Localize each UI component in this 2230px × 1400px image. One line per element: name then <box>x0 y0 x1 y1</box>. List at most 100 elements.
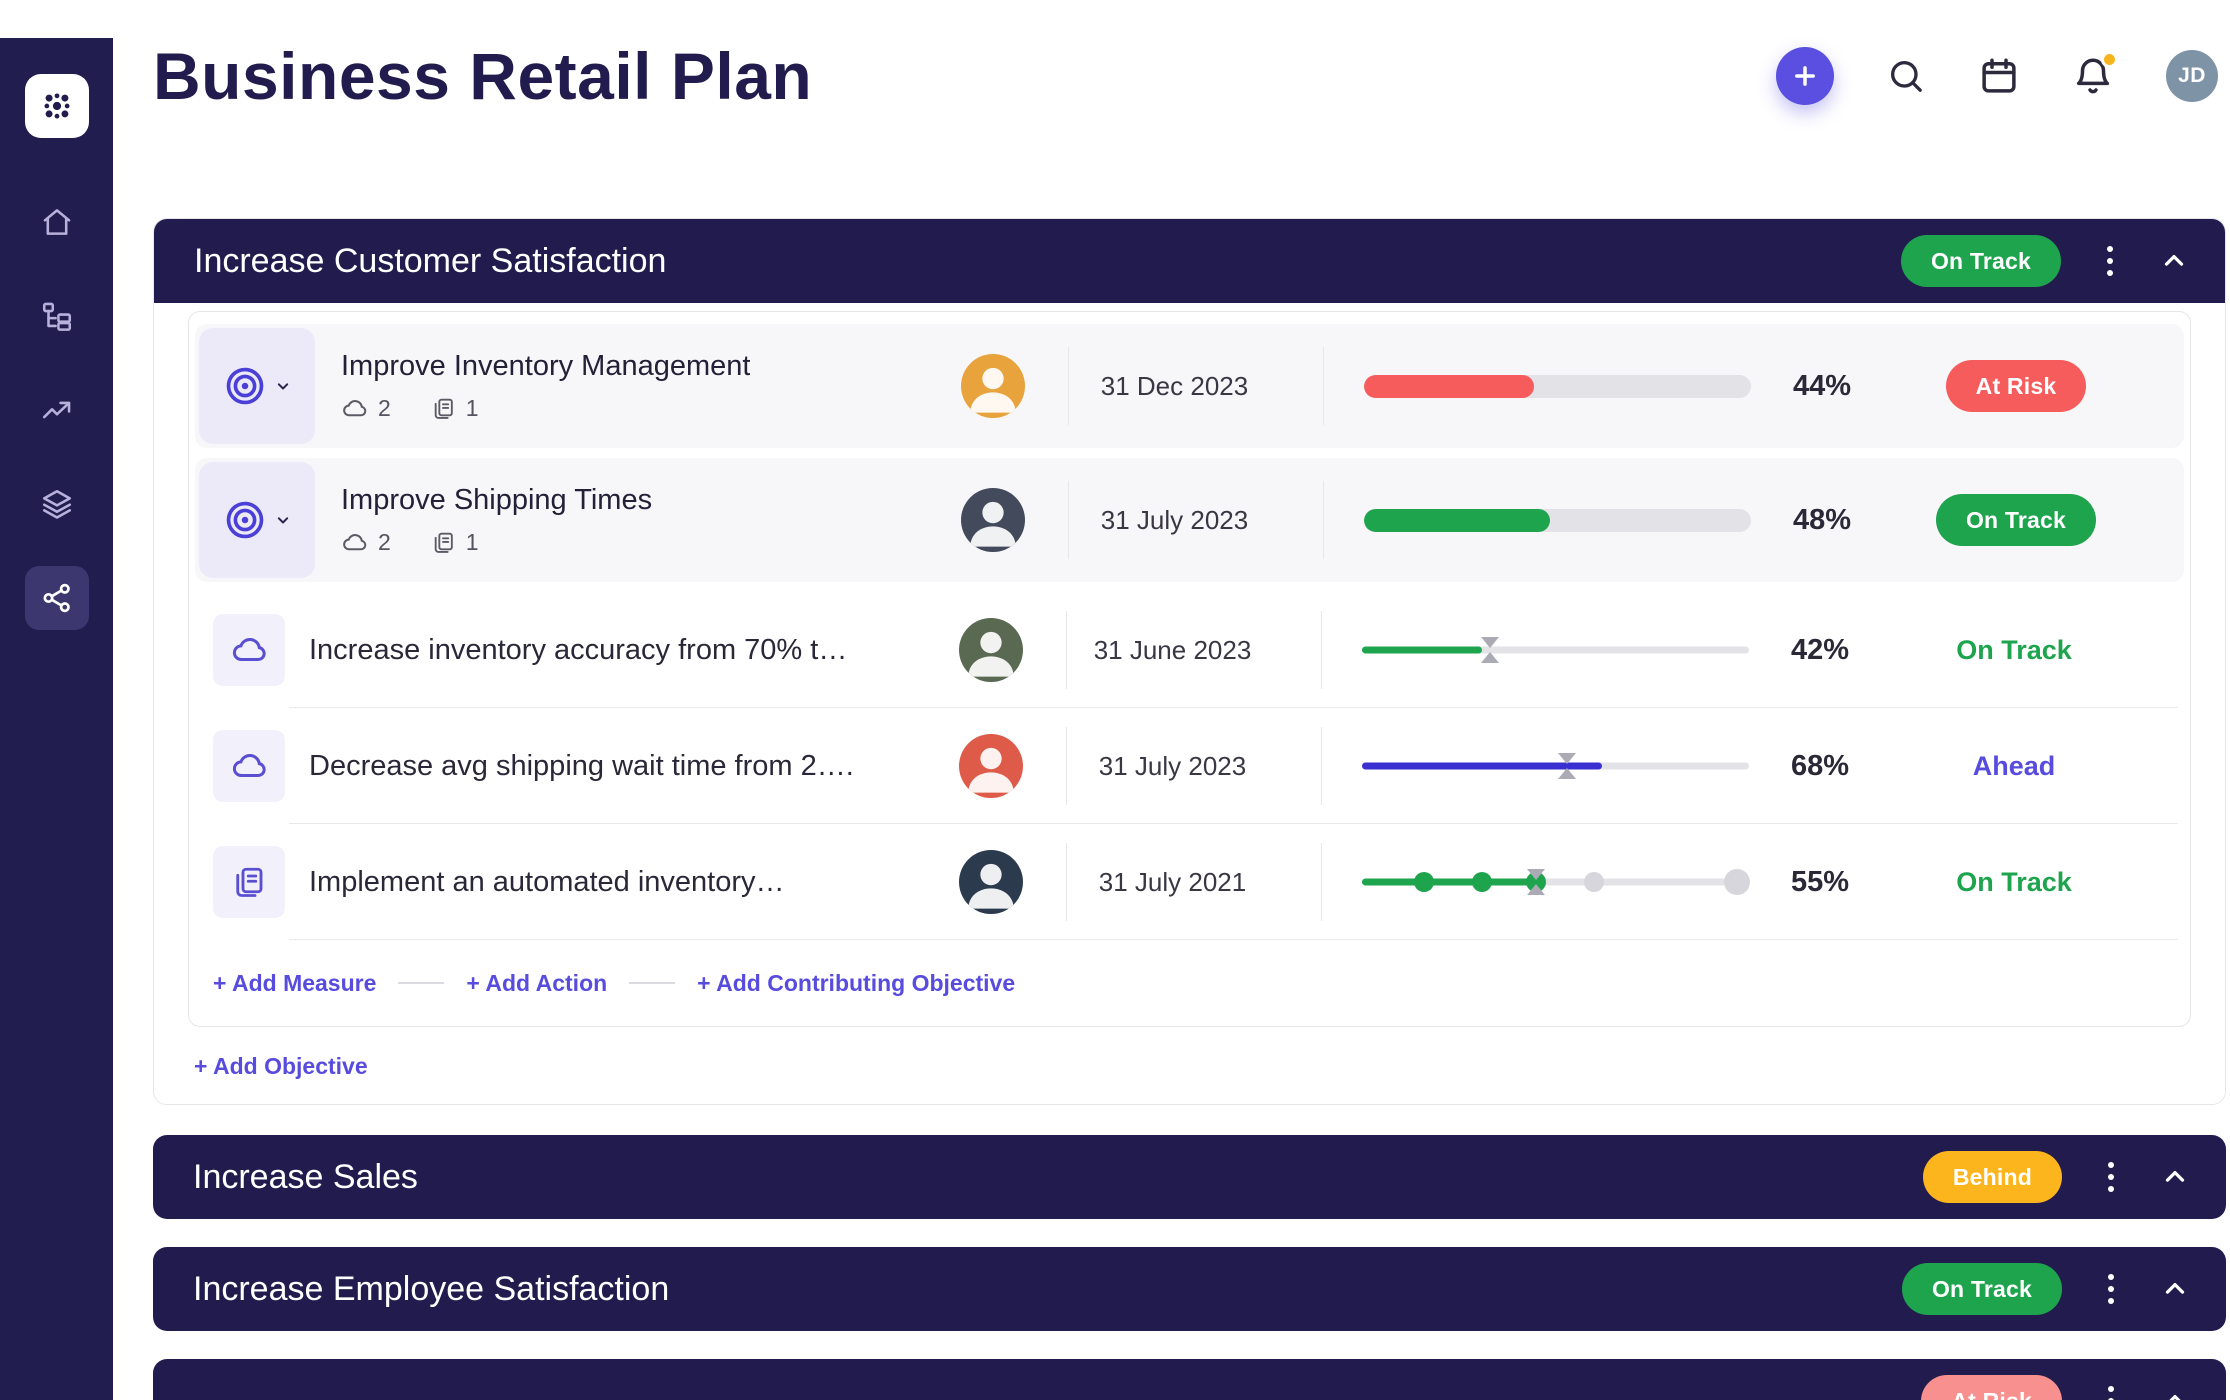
divider <box>1068 347 1069 425</box>
network-icon <box>42 583 70 613</box>
row-title[interactable]: Improve Inventory Management <box>341 350 751 382</box>
cloud-icon <box>232 754 266 778</box>
calendar-icon <box>1982 58 2016 93</box>
notification-dot <box>2101 51 2118 68</box>
status-text: Ahead <box>1972 750 2056 781</box>
objective-expand-tile[interactable] <box>199 462 315 578</box>
status-badge[interactable]: At Risk <box>1921 1375 2062 1400</box>
objective-bar: Increase Customer Satisfaction On Track <box>154 219 2225 303</box>
add-button[interactable] <box>1776 47 1834 105</box>
add-measure-link[interactable]: + Add Measure <box>213 969 377 996</box>
sidebar-item-alignment[interactable] <box>24 566 89 630</box>
collapse-button[interactable] <box>2159 246 2189 276</box>
measure-row[interactable]: Increase inventory accuracy from 70% t… … <box>193 592 2186 708</box>
action-count-value: 1 <box>465 529 479 555</box>
add-objective-wrap: + Add Objective <box>188 1027 2191 1104</box>
kebab-menu-button[interactable] <box>2102 1380 2120 1400</box>
chevron-down-icon <box>277 383 288 390</box>
objective-bar-actions: On Track <box>1900 235 2189 287</box>
due-date: 31 July 2021 <box>1098 866 1247 897</box>
measure-row[interactable]: Decrease avg shipping wait time from 2….… <box>193 708 2186 824</box>
person-icon <box>968 863 1014 909</box>
row-title[interactable]: Increase inventory accuracy from 70% t… <box>309 633 848 666</box>
trending-up-icon <box>42 401 70 419</box>
sidebar-item-plans[interactable] <box>25 284 89 348</box>
person-icon <box>968 747 1014 793</box>
progress-fill <box>1362 646 1482 654</box>
person-icon <box>970 367 1016 413</box>
add-action-link[interactable]: + Add Action <box>466 969 608 996</box>
objective-expand-tile[interactable] <box>199 328 315 444</box>
measure-tile[interactable] <box>213 614 285 686</box>
action-count-value: 1 <box>465 395 479 421</box>
owner-avatar[interactable] <box>961 488 1025 552</box>
divider <box>1323 481 1324 559</box>
cloud-icon <box>343 400 367 417</box>
sidebar-item-insights[interactable] <box>25 378 89 442</box>
objective-card-customer-satisfaction: Increase Customer Satisfaction On Track <box>153 218 2226 1105</box>
owner-avatar[interactable] <box>959 850 1023 914</box>
search-button[interactable] <box>1886 56 1926 96</box>
measure-count: 2 <box>341 395 391 422</box>
owner-avatar[interactable] <box>961 354 1025 418</box>
divider <box>1323 347 1324 425</box>
add-objective-link[interactable]: + Add Objective <box>194 1053 368 1079</box>
measure-tile[interactable] <box>213 730 285 802</box>
progress-percent: 42% <box>1790 633 1850 666</box>
kebab-menu-button[interactable] <box>2101 240 2119 282</box>
progress-track <box>1362 878 1749 886</box>
kebab-menu-button[interactable] <box>2102 1156 2120 1198</box>
sub-objective-row[interactable]: Improve Inventory Management 2 <box>195 324 2184 448</box>
status-text: On Track <box>1956 634 2072 665</box>
milestone-dot <box>1413 872 1434 892</box>
milestone-dot <box>1724 869 1751 895</box>
row-title[interactable]: Decrease avg shipping wait time from 2…. <box>309 749 854 782</box>
chevron-up-icon <box>2165 1283 2185 1294</box>
row-title[interactable]: Implement an automated inventory… <box>309 865 785 898</box>
user-avatar[interactable]: JD <box>2166 50 2218 102</box>
row-title[interactable]: Improve Shipping Times <box>341 484 653 516</box>
objective-bar-cutoff[interactable]: At Risk <box>153 1359 2226 1400</box>
objective-bar-sales[interactable]: Increase Sales Behind <box>153 1135 2226 1219</box>
status-text: On Track <box>1956 866 2072 897</box>
add-contributing-objective-link[interactable]: + Add Contributing Objective <box>697 969 1016 996</box>
cloud-icon <box>232 638 266 662</box>
owner-avatar[interactable] <box>959 618 1023 682</box>
due-date: 31 July 2023 <box>1100 504 1249 535</box>
action-tile[interactable] <box>213 846 285 918</box>
milestone-dot <box>1584 872 1605 892</box>
progress-fill <box>1362 878 1537 886</box>
owner-avatar[interactable] <box>959 734 1023 798</box>
sidebar-item-home[interactable] <box>25 190 89 254</box>
progress-percent: 55% <box>1790 865 1850 898</box>
objective-bar-employee-satisfaction[interactable]: Increase Employee Satisfaction On Track <box>153 1247 2226 1331</box>
document-icon <box>434 532 453 553</box>
kebab-menu-button[interactable] <box>2102 1268 2120 1310</box>
sidebar <box>0 38 113 1400</box>
progress-percent: 48% <box>1792 503 1852 536</box>
collapse-button[interactable] <box>2160 1162 2190 1192</box>
divider <box>1321 727 1322 805</box>
collapse-button[interactable] <box>2160 1274 2190 1304</box>
progress-fill <box>1364 374 1535 398</box>
action-row[interactable]: Implement an automated inventory… 31 Jul… <box>193 824 2186 940</box>
divider <box>1066 843 1067 921</box>
objective-title: Increase Employee Satisfaction <box>193 1269 670 1308</box>
status-badge[interactable]: Behind <box>1922 1151 2062 1203</box>
milestone-progress-bar <box>1362 867 1751 897</box>
dash-separator <box>398 982 445 984</box>
notifications-button[interactable] <box>2072 51 2118 97</box>
divider <box>1066 727 1067 805</box>
calendar-button[interactable] <box>1978 55 2020 97</box>
plus-icon <box>1795 66 1815 86</box>
sidebar-item-layers[interactable] <box>25 472 89 536</box>
status-badge[interactable]: On Track <box>1901 1263 2062 1315</box>
logo-mark-icon <box>43 93 70 119</box>
collapse-button[interactable] <box>2160 1386 2190 1400</box>
app-logo[interactable] <box>24 74 89 138</box>
milestone-dot <box>1471 872 1492 892</box>
status-badge[interactable]: On Track <box>1900 235 2061 287</box>
progress-fill <box>1364 508 1550 532</box>
due-date: 31 July 2023 <box>1098 750 1247 781</box>
sub-objective-row[interactable]: Improve Shipping Times 2 <box>195 458 2184 582</box>
